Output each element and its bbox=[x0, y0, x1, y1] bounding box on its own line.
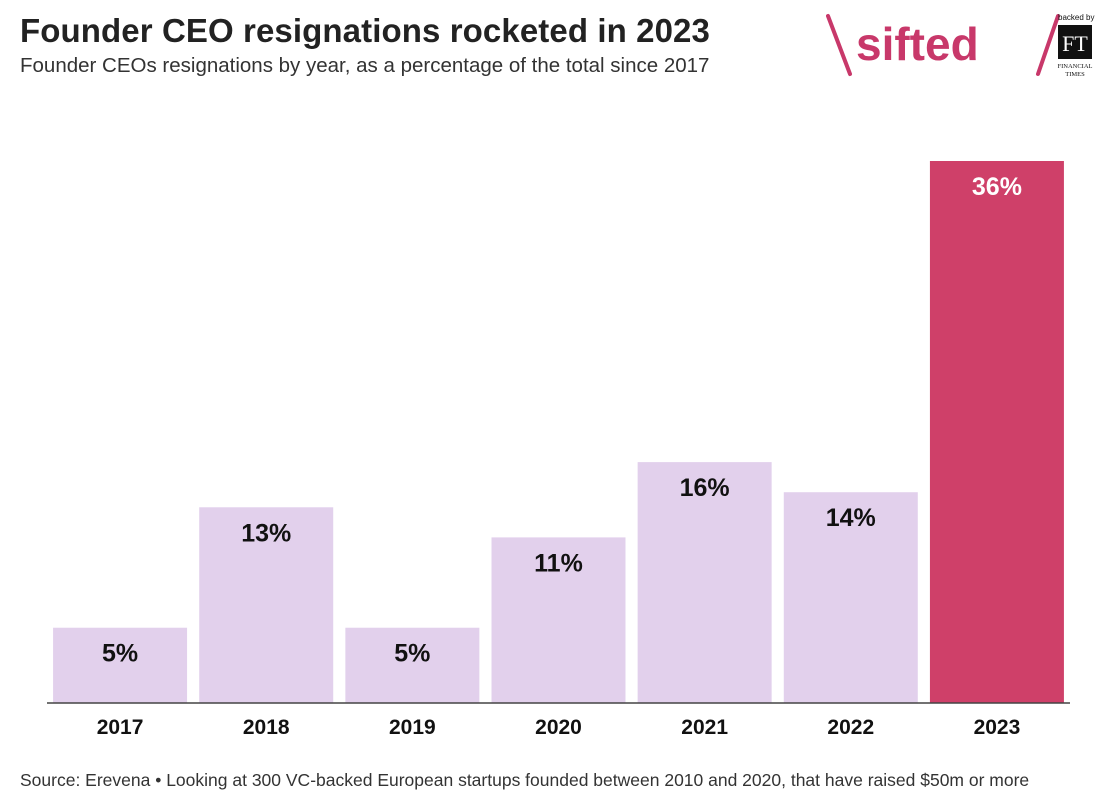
bar-label-2017: 5% bbox=[102, 640, 138, 668]
x-tick-2017: 2017 bbox=[97, 716, 144, 739]
x-tick-2023: 2023 bbox=[974, 716, 1021, 739]
sifted-ft-logo: sifted backed by FT FINANCIAL TIMES bbox=[826, 13, 1094, 78]
bar-2023 bbox=[929, 161, 1064, 703]
ft-mark: FT bbox=[1062, 31, 1088, 56]
x-tick-2019: 2019 bbox=[389, 716, 436, 739]
ft-name-line2: TIMES bbox=[1065, 71, 1085, 78]
bar-2020 bbox=[491, 537, 626, 703]
ft-mark-box bbox=[1058, 25, 1092, 59]
x-tick-2020: 2020 bbox=[535, 716, 582, 739]
chart-subtitle: Founder CEOs resignations by year, as a … bbox=[20, 54, 710, 77]
bar-chart: 5% 13% 5% 11% 16% 14% 36% 2017 2018 2019 2020 2021… bbox=[47, 161, 1070, 739]
x-tick-2021: 2021 bbox=[681, 716, 728, 739]
bar-label-2018: 13% bbox=[241, 519, 291, 547]
bar-label-2021: 16% bbox=[680, 474, 730, 502]
bar-label-2023: 36% bbox=[972, 173, 1022, 201]
source-note: Source: Erevena • Looking at 300 VC-back… bbox=[20, 770, 1030, 790]
bar-2018 bbox=[199, 507, 334, 703]
x-tick-2018: 2018 bbox=[243, 716, 290, 739]
backed-by-label: backed by bbox=[1058, 13, 1094, 22]
bar-label-2022: 14% bbox=[826, 504, 876, 532]
ft-name-line1: FINANCIAL bbox=[1057, 63, 1092, 70]
bar-2021 bbox=[637, 462, 772, 703]
bar-2019 bbox=[345, 627, 480, 703]
bar-2017 bbox=[53, 627, 188, 703]
bar-label-2020: 11% bbox=[534, 549, 583, 577]
x-axis-ticks: 2017 2018 2019 2020 2021 2022 2023 bbox=[97, 716, 1021, 739]
bar-group: 5% 13% 5% 11% 16% 14% 36% bbox=[53, 161, 1064, 703]
bar-label-2019: 5% bbox=[394, 640, 430, 668]
logo-slash-right bbox=[1036, 14, 1060, 76]
x-tick-2022: 2022 bbox=[827, 716, 874, 739]
chart-title: Founder CEO resignations rocketed in 202… bbox=[20, 12, 710, 49]
bar-2022 bbox=[783, 492, 918, 703]
sifted-wordmark: sifted bbox=[856, 18, 979, 70]
logo-slash-left bbox=[826, 14, 852, 76]
